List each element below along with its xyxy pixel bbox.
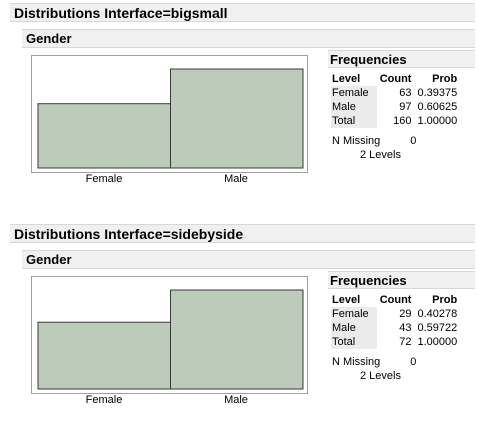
n-missing-label: N Missing [332,356,381,368]
bar-chart [31,276,308,394]
header-count: Count [379,293,412,306]
n-missing: N Missing 0 [332,135,475,147]
subsection-title-gender[interactable]: Gender [22,29,475,48]
table-row: Male 97 0.60625 [331,100,460,114]
subsection-title-gender[interactable]: Gender [22,250,475,269]
section-title[interactable]: Distributions Interface=bigsmall [10,3,475,22]
bar-chart-svg [37,289,304,390]
frequencies-table: Level Count Prob Female 63 0.39375 Male … [331,71,460,128]
header-prob: Prob [432,293,458,306]
table-header-row: Level Count Prob [331,292,460,307]
tick-label-female: Female [85,173,123,185]
header-level: Level [332,72,361,85]
levels-count: 2 Levels [360,149,401,161]
cell-level: Male [331,321,377,335]
header-prob: Prob [432,72,458,85]
n-missing-value: 0 [410,356,417,368]
table-row: Female 63 0.39375 [331,86,460,100]
cell-prob: 0.39375 [417,87,458,99]
frequencies-title[interactable]: Frequencies [328,271,475,289]
frequencies-panel: Frequencies Level Count Prob Female 29 0… [328,271,475,382]
table-row: Total 160 1.00000 [331,114,460,128]
cell-count: 72 [399,336,412,348]
cell-prob: 1.00000 [417,336,458,348]
tick-label-male: Male [224,394,248,406]
bar-female[interactable] [37,103,171,169]
table-row: Female 29 0.40278 [331,307,460,321]
cell-count: 43 [399,322,412,334]
cell-level: Total [331,114,377,128]
bar-female[interactable] [37,321,171,390]
bar-chart-svg [37,68,304,169]
frequencies-table: Level Count Prob Female 29 0.40278 Male … [331,292,460,349]
cell-prob: 1.00000 [417,115,458,127]
section-title[interactable]: Distributions Interface=sidebyside [10,224,475,243]
cell-prob: 0.59722 [417,322,458,334]
n-missing: N Missing 0 [332,356,475,368]
table-header-row: Level Count Prob [331,71,460,86]
frequencies-title[interactable]: Frequencies [328,50,475,68]
header-count: Count [379,72,412,85]
tick-label-male: Male [224,173,248,185]
frequencies-panel: Frequencies Level Count Prob Female 63 0… [328,50,475,161]
table-row: Total 72 1.00000 [331,335,460,349]
cell-prob: 0.40278 [417,308,458,320]
table-row: Male 43 0.59722 [331,321,460,335]
n-missing-label: N Missing [332,135,381,147]
header-level: Level [332,293,361,306]
cell-count: 29 [399,308,412,320]
bar-male[interactable] [170,289,304,390]
cell-count: 63 [399,87,412,99]
tick-label-female: Female [85,394,123,406]
n-missing-value: 0 [410,135,417,147]
cell-level: Female [331,86,377,100]
levels-count: 2 Levels [360,370,401,382]
cell-level: Female [331,307,377,321]
cell-level: Male [331,100,377,114]
cell-count: 160 [393,115,412,127]
cell-prob: 0.60625 [417,101,458,113]
cell-count: 97 [399,101,412,113]
bar-chart [31,55,308,173]
cell-level: Total [331,335,377,349]
bar-male[interactable] [170,68,304,169]
